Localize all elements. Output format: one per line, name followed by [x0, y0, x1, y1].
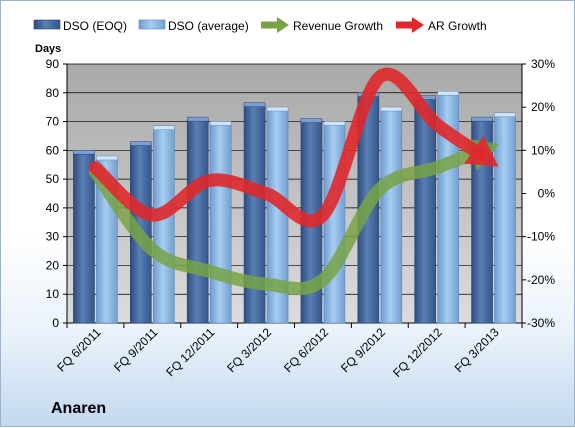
x-tick-label: FQ 6/2012 — [281, 325, 331, 375]
legend-swatch — [33, 19, 61, 30]
y-tick-label: 0 — [52, 316, 59, 330]
x-tick-label: FQ 6/2011 — [54, 325, 104, 375]
y-tick-label: 40 — [46, 201, 60, 215]
x-tick-label: FQ 9/2011 — [111, 325, 161, 375]
bar — [73, 152, 95, 324]
bar — [380, 109, 403, 324]
y-tick-label: 70 — [46, 115, 60, 129]
ar-growth-arrowhead — [464, 135, 499, 167]
company-name: Anaren — [51, 400, 107, 417]
x-tick-label: FQ 3/2012 — [224, 325, 274, 375]
bar-top — [471, 116, 493, 122]
bar-top — [209, 121, 232, 126]
bar-top — [73, 149, 95, 155]
x-tick-label: FQ 12/2011 — [163, 325, 217, 379]
ar-growth-line — [88, 67, 486, 228]
x-tick-label: FQ 12/2012 — [390, 325, 445, 380]
y2-tick-label: 20% — [531, 100, 555, 114]
y-tick-label: 60 — [46, 143, 60, 157]
bar-top — [380, 106, 403, 112]
bar — [153, 128, 175, 324]
y-tick-label: 30 — [46, 230, 60, 244]
revenue-growth-line — [88, 145, 484, 296]
bar — [209, 124, 232, 324]
bar-top — [266, 106, 289, 112]
legend-label: Revenue Growth — [293, 19, 383, 33]
y2-tick-label: 30% — [531, 57, 555, 71]
y-tick-label: 90 — [46, 57, 60, 71]
bar-top — [130, 141, 152, 146]
x-tick-label: FQ 3/2013 — [452, 325, 502, 375]
bar — [494, 115, 516, 324]
y-tick-label: 10 — [46, 287, 60, 301]
bar-top — [437, 90, 459, 96]
y-tick-label: 50 — [46, 172, 60, 186]
y2-tick-label: -30% — [527, 316, 555, 330]
bar — [186, 119, 209, 324]
y2-tick-label: -10% — [527, 230, 555, 244]
y2-tick-label: 10% — [531, 143, 555, 157]
y2-tick-label: 0% — [538, 187, 556, 201]
x-tick-label: FQ 9/2012 — [338, 325, 388, 375]
y-tick-label: 80 — [46, 86, 60, 100]
bar-top — [323, 121, 346, 126]
y-axis-title: Days — [35, 43, 61, 55]
legend-arrow — [412, 17, 424, 33]
bar-top — [153, 125, 175, 130]
bar-top — [96, 155, 118, 161]
legend-label: AR Growth — [428, 19, 487, 33]
y2-tick-label: -20% — [527, 273, 555, 287]
bar-top — [186, 116, 209, 122]
legend-label: DSO (EOQ) — [63, 19, 127, 33]
legend-arrow — [277, 17, 289, 33]
bar-top — [494, 112, 516, 118]
bar — [414, 98, 436, 324]
y-tick-label: 20 — [46, 258, 60, 272]
legend-swatch — [138, 19, 166, 30]
bar — [243, 105, 266, 324]
bar-top — [300, 118, 323, 123]
bar-top — [243, 102, 266, 107]
legend-label: DSO (average) — [168, 19, 249, 33]
